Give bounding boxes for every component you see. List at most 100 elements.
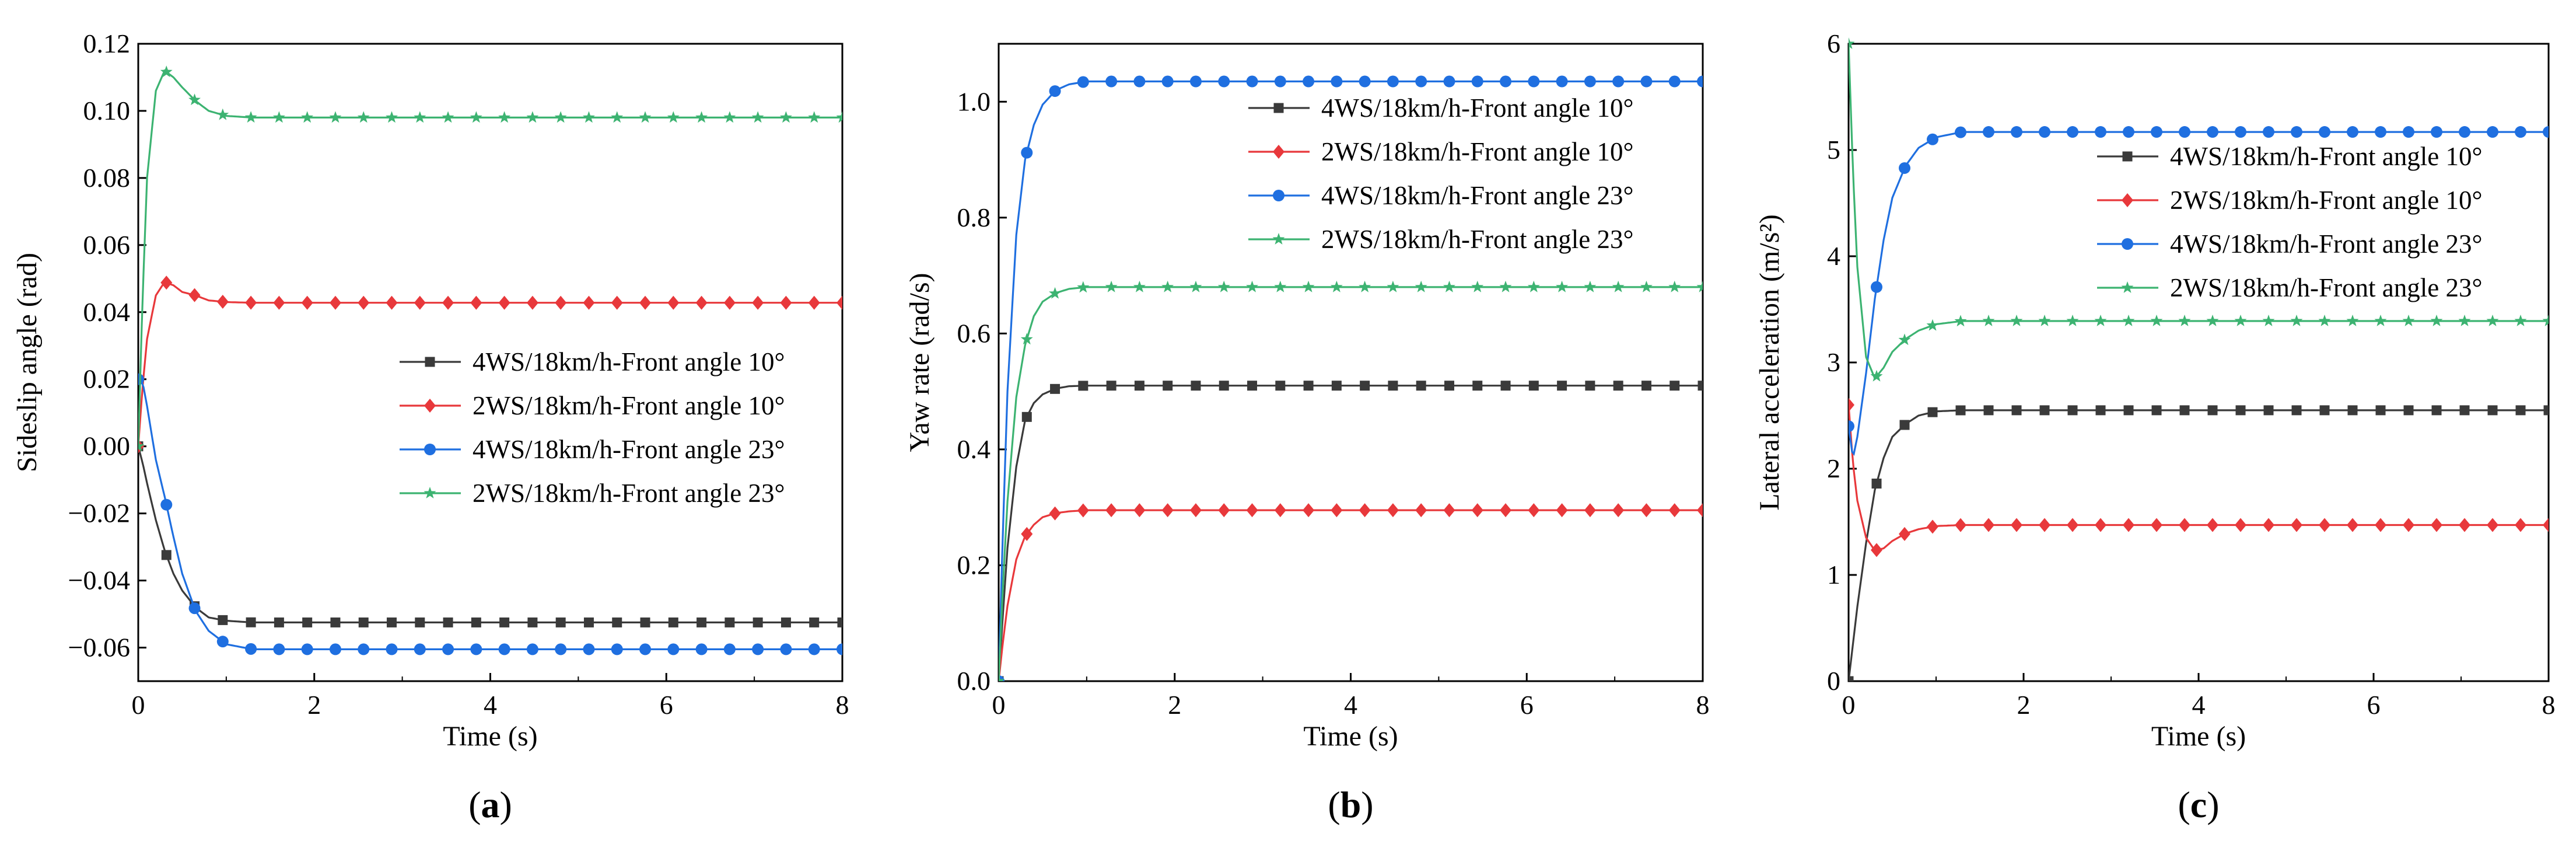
data-point [1955,126,1966,138]
series-b-3 [999,280,1703,681]
x-tick-label: 4 [1344,690,1357,720]
y-tick-label: 0.6 [957,318,991,348]
data-point [1133,280,1146,292]
data-point [2067,126,2078,138]
legend-label: 4WS/18km/h-Front angle 23° [1321,181,1633,210]
y-tick-label: 3 [1827,347,1840,377]
data-point [2039,126,2050,138]
series-a-3 [138,65,842,452]
data-point [640,617,650,627]
series-line [999,286,1703,681]
data-point [218,615,228,625]
data-point [1954,315,1967,327]
data-point [639,111,652,123]
legend-marker [1272,233,1285,245]
legend-marker [1273,103,1284,113]
data-point [1640,280,1653,292]
x-tick-label: 6 [660,690,673,720]
legend-marker [1273,145,1284,159]
data-point [1584,75,1596,88]
data-point [667,643,680,655]
data-point [1670,381,1680,391]
legend-label: 2WS/18km/h-Front angle 23° [2170,273,2482,302]
legend-label: 2WS/18km/h-Front angle 23° [473,479,785,508]
data-point [1443,280,1455,292]
data-point [2319,405,2330,416]
data-point [329,111,342,123]
data-point [2011,405,2022,416]
y-tick-label: 0.0 [957,666,991,696]
data-point [1871,281,1882,293]
x-tick-label: 8 [836,690,849,720]
x-tick-label: 2 [1168,690,1181,720]
data-point [470,111,482,123]
data-point [188,288,201,302]
data-point [245,295,257,310]
data-point [780,617,791,627]
data-point [2403,126,2414,138]
data-point [1161,75,1174,88]
y-tick-label: 0.04 [83,297,131,327]
legend-item: 2WS/18km/h-Front angle 23° [2097,273,2482,302]
data-point [555,643,567,655]
series-line [1849,409,2549,681]
data-point [1077,76,1089,88]
data-point [2487,126,2498,138]
data-point [1163,381,1173,391]
data-point [836,295,842,310]
data-point [1415,503,1427,518]
data-point [583,295,595,310]
legend-marker [424,444,436,455]
data-point [1899,162,1910,174]
y-axis-label: Sideslip angle (rad) [12,253,43,472]
data-point [498,643,510,655]
y-tick-label: 0.12 [83,29,131,58]
data-point [1105,280,1118,292]
data-point [470,643,482,655]
data-point [2403,405,2414,416]
data-point [498,111,511,123]
data-point [442,643,454,655]
data-point [2039,518,2050,532]
data-point [1415,75,1427,88]
y-tick-label: 6 [1827,29,1840,58]
data-point [1303,503,1315,518]
data-point [1049,287,1061,299]
legend-label: 2WS/18km/h-Front angle 10° [1321,137,1633,166]
data-point [1898,333,1911,346]
data-point [751,111,764,123]
x-tick-label: 4 [484,690,497,720]
data-point [2178,315,2191,326]
data-point [1189,75,1202,88]
data-point [2430,315,2443,326]
legend-item: 4WS/18km/h-Front angle 10° [2097,142,2482,171]
data-point [808,295,820,310]
data-point [2235,405,2246,416]
data-point [1218,503,1230,518]
data-point [2458,315,2471,326]
y-tick-label: 1 [1827,560,1840,590]
data-point [138,440,145,452]
data-point [273,295,285,310]
data-point [216,108,229,120]
x-axis-label: Time (s) [2151,721,2246,752]
data-point [780,643,792,655]
series-line [1849,404,2549,552]
panel-caption: (b) [1328,784,1373,825]
data-point [1416,381,1426,391]
data-point [2010,315,2023,326]
data-point [1471,503,1483,518]
legend-label: 4WS/18km/h-Front angle 10° [473,347,785,376]
data-point [2487,518,2498,532]
panel-caption: (c) [2178,784,2219,825]
data-point [2235,518,2246,532]
data-point [160,498,173,511]
data-point [443,617,453,627]
legend: 4WS/18km/h-Front angle 10° 2WS/18km/h-Fro… [1248,93,1633,254]
data-point [1443,503,1455,518]
series-b-2 [999,75,1703,681]
data-point [2179,126,2190,138]
data-point [2431,518,2442,532]
data-point [527,617,538,627]
